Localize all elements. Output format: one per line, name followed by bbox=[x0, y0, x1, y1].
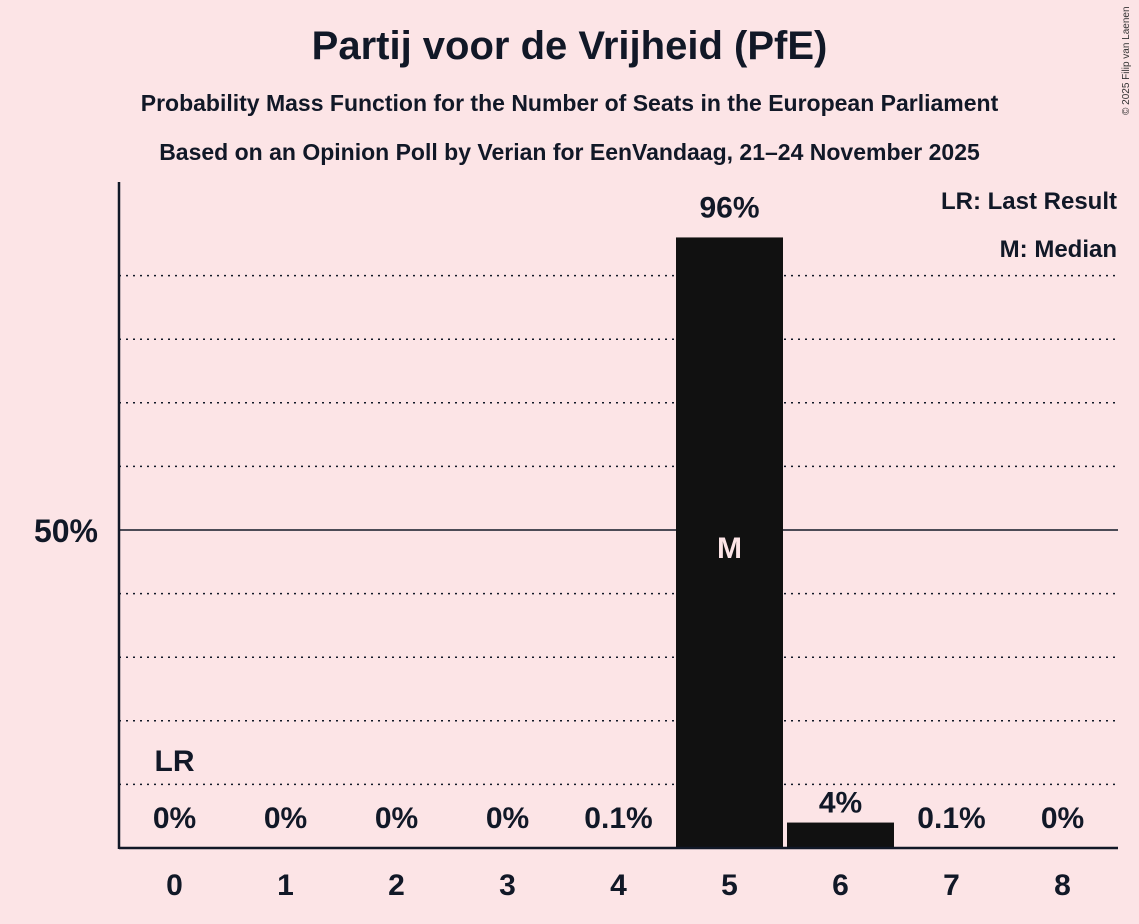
value-label-1: 0% bbox=[264, 802, 307, 835]
x-tick-label: 4 bbox=[610, 869, 627, 902]
value-label-7: 0.1% bbox=[917, 802, 985, 835]
value-label-5: 96% bbox=[699, 191, 759, 224]
y-tick-label: 50% bbox=[34, 513, 98, 549]
chart-subtitle-poll: Based on an Opinion Poll by Verian for E… bbox=[159, 139, 980, 165]
median-marker: M bbox=[717, 532, 742, 565]
legend-item: LR: Last Result bbox=[941, 188, 1117, 215]
x-tick-label: 1 bbox=[277, 869, 294, 902]
chart-subtitle: Probability Mass Function for the Number… bbox=[140, 90, 999, 116]
value-label-3: 0% bbox=[486, 802, 529, 835]
x-tick-label: 3 bbox=[499, 869, 516, 902]
x-tick-label: 0 bbox=[166, 869, 183, 902]
chart-title: Partij voor de Vrijheid (PfE) bbox=[311, 24, 828, 68]
x-tick-label: 6 bbox=[832, 869, 849, 902]
value-label-8: 0% bbox=[1041, 802, 1084, 835]
x-tick-label: 8 bbox=[1054, 869, 1071, 902]
x-tick-label: 2 bbox=[388, 869, 405, 902]
legend-item: M: Median bbox=[1000, 236, 1117, 263]
x-tick-label: 5 bbox=[721, 869, 738, 902]
bar-6 bbox=[787, 822, 894, 848]
last-result-marker: LR bbox=[155, 745, 195, 778]
value-label-4: 0.1% bbox=[584, 802, 652, 835]
x-tick-label: 7 bbox=[943, 869, 960, 902]
value-label-6: 4% bbox=[819, 787, 862, 820]
value-label-0: 0% bbox=[153, 802, 196, 835]
value-label-2: 0% bbox=[375, 802, 418, 835]
bar-5 bbox=[676, 237, 783, 848]
